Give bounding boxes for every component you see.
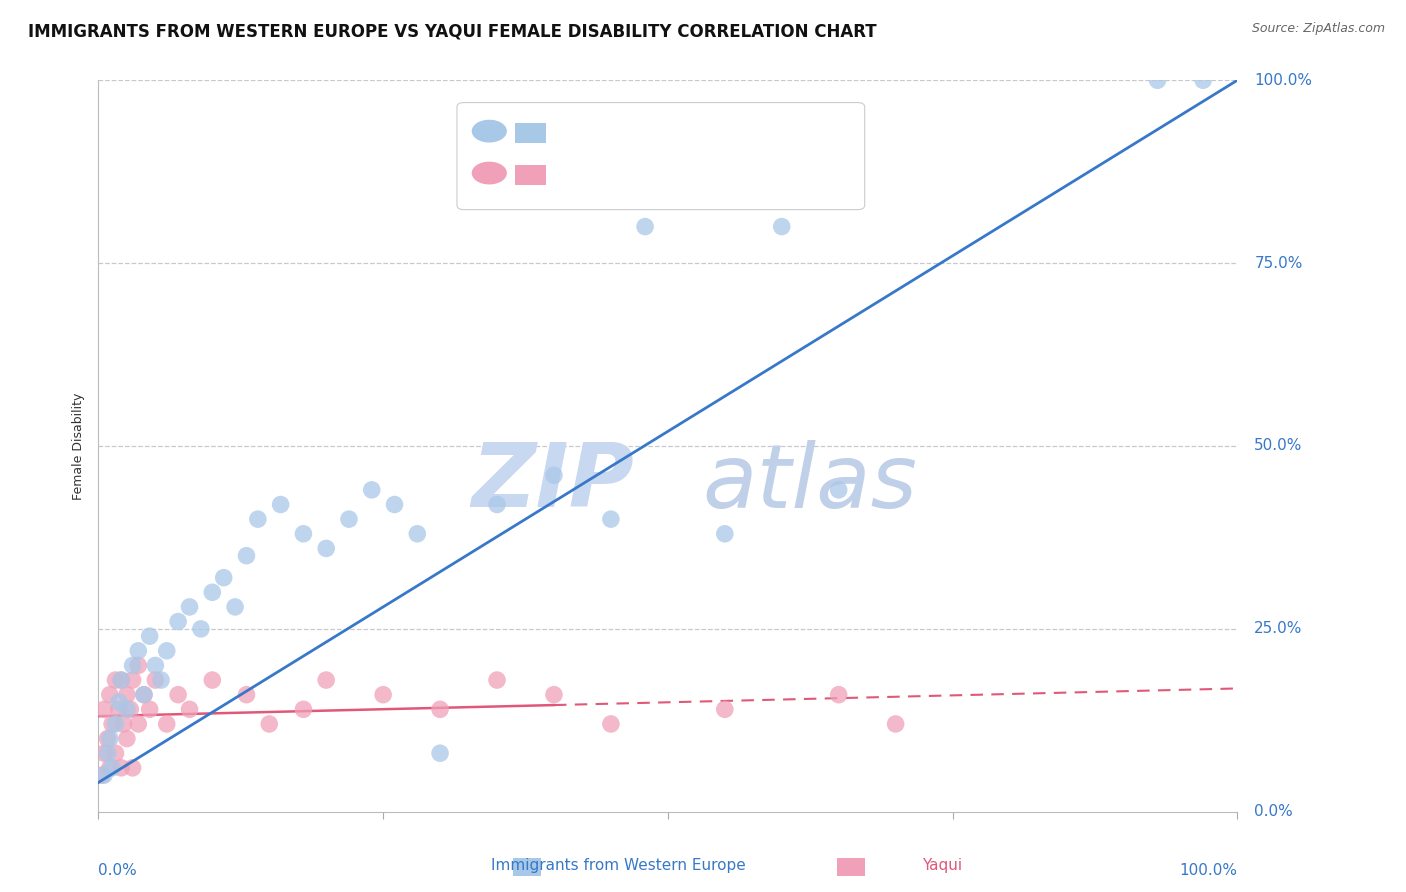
Point (138, 629, 160, 643)
Point (104, 746, 127, 760)
Point (138, 702, 160, 716)
Text: R = -0.020   N = 39: R = -0.020 N = 39 (555, 164, 718, 182)
Point (179, 599, 201, 614)
Point (110, 761, 132, 775)
Point (384, 498, 406, 512)
Text: IMMIGRANTS FROM WESTERN EUROPE VS YAQUI FEMALE DISABILITY CORRELATION CHART: IMMIGRANTS FROM WESTERN EUROPE VS YAQUI … (28, 22, 877, 40)
Point (108, 702, 131, 716)
Point (127, 658, 149, 673)
Text: 25.0%: 25.0% (1254, 622, 1303, 636)
Point (96, 731, 118, 746)
Y-axis label: Female Disability: Female Disability (72, 392, 86, 500)
Point (120, 702, 142, 716)
Point (600, 512, 623, 526)
Point (96, 746, 118, 760)
Point (156, 717, 179, 731)
Point (634, 219, 657, 234)
Point (360, 483, 382, 497)
Text: 0.0%: 0.0% (98, 863, 138, 878)
Point (770, 219, 793, 234)
Point (600, 717, 623, 731)
Point (429, 746, 451, 760)
Point (115, 731, 138, 746)
Point (115, 702, 138, 716)
Point (167, 615, 190, 629)
Text: 0.0%: 0.0% (1254, 805, 1294, 819)
Text: 75.0%: 75.0% (1254, 256, 1303, 270)
Point (179, 702, 201, 716)
Text: R =  0.717   N = 40: R = 0.717 N = 40 (555, 122, 717, 140)
Point (145, 673, 167, 687)
Point (112, 717, 135, 731)
Point (115, 688, 138, 702)
Text: Source: ZipAtlas.com: Source: ZipAtlas.com (1251, 22, 1385, 36)
Point (150, 673, 173, 687)
Point (190, 622, 212, 636)
Point (93, 768, 115, 782)
Text: 50.0%: 50.0% (1254, 439, 1303, 453)
Point (98, 761, 121, 775)
Point (110, 673, 132, 687)
Point (714, 702, 737, 716)
Point (224, 599, 246, 614)
Point (101, 761, 124, 775)
Point (1192, 73, 1215, 87)
Point (93, 746, 115, 760)
Point (486, 673, 509, 687)
Point (104, 717, 127, 731)
Point (132, 688, 155, 702)
Text: Yaqui: Yaqui (922, 858, 962, 872)
Point (108, 695, 131, 709)
Point (292, 526, 315, 541)
Point (337, 512, 360, 526)
Point (127, 717, 149, 731)
Point (543, 468, 565, 483)
Point (714, 526, 737, 541)
Point (292, 702, 315, 716)
Point (156, 644, 179, 658)
Point (121, 761, 143, 775)
Point (884, 717, 907, 731)
Text: Immigrants from Western Europe: Immigrants from Western Europe (491, 858, 747, 872)
Point (406, 526, 429, 541)
Point (235, 688, 257, 702)
Text: 100.0%: 100.0% (1254, 73, 1312, 87)
Point (101, 717, 124, 731)
Point (201, 585, 224, 599)
Point (212, 571, 235, 585)
Point (145, 658, 167, 673)
Point (246, 512, 269, 526)
Point (543, 688, 565, 702)
Point (270, 498, 292, 512)
Point (98, 688, 121, 702)
Point (121, 658, 143, 673)
Point (110, 673, 132, 687)
Point (132, 688, 155, 702)
Text: atlas: atlas (702, 440, 917, 525)
Text: 100.0%: 100.0% (1180, 863, 1237, 878)
Point (315, 673, 337, 687)
Point (486, 498, 509, 512)
Point (828, 688, 851, 702)
Point (429, 702, 451, 716)
Point (121, 673, 143, 687)
Point (1146, 73, 1168, 87)
Point (93, 702, 115, 716)
Point (371, 688, 394, 702)
Point (259, 717, 281, 731)
Point (201, 673, 224, 687)
Point (90, 768, 112, 782)
Point (315, 541, 337, 556)
Point (127, 644, 149, 658)
Point (235, 549, 257, 563)
Point (167, 688, 190, 702)
Text: ZIP: ZIP (471, 439, 634, 526)
Point (98, 731, 121, 746)
Point (828, 483, 851, 497)
Point (104, 673, 127, 687)
